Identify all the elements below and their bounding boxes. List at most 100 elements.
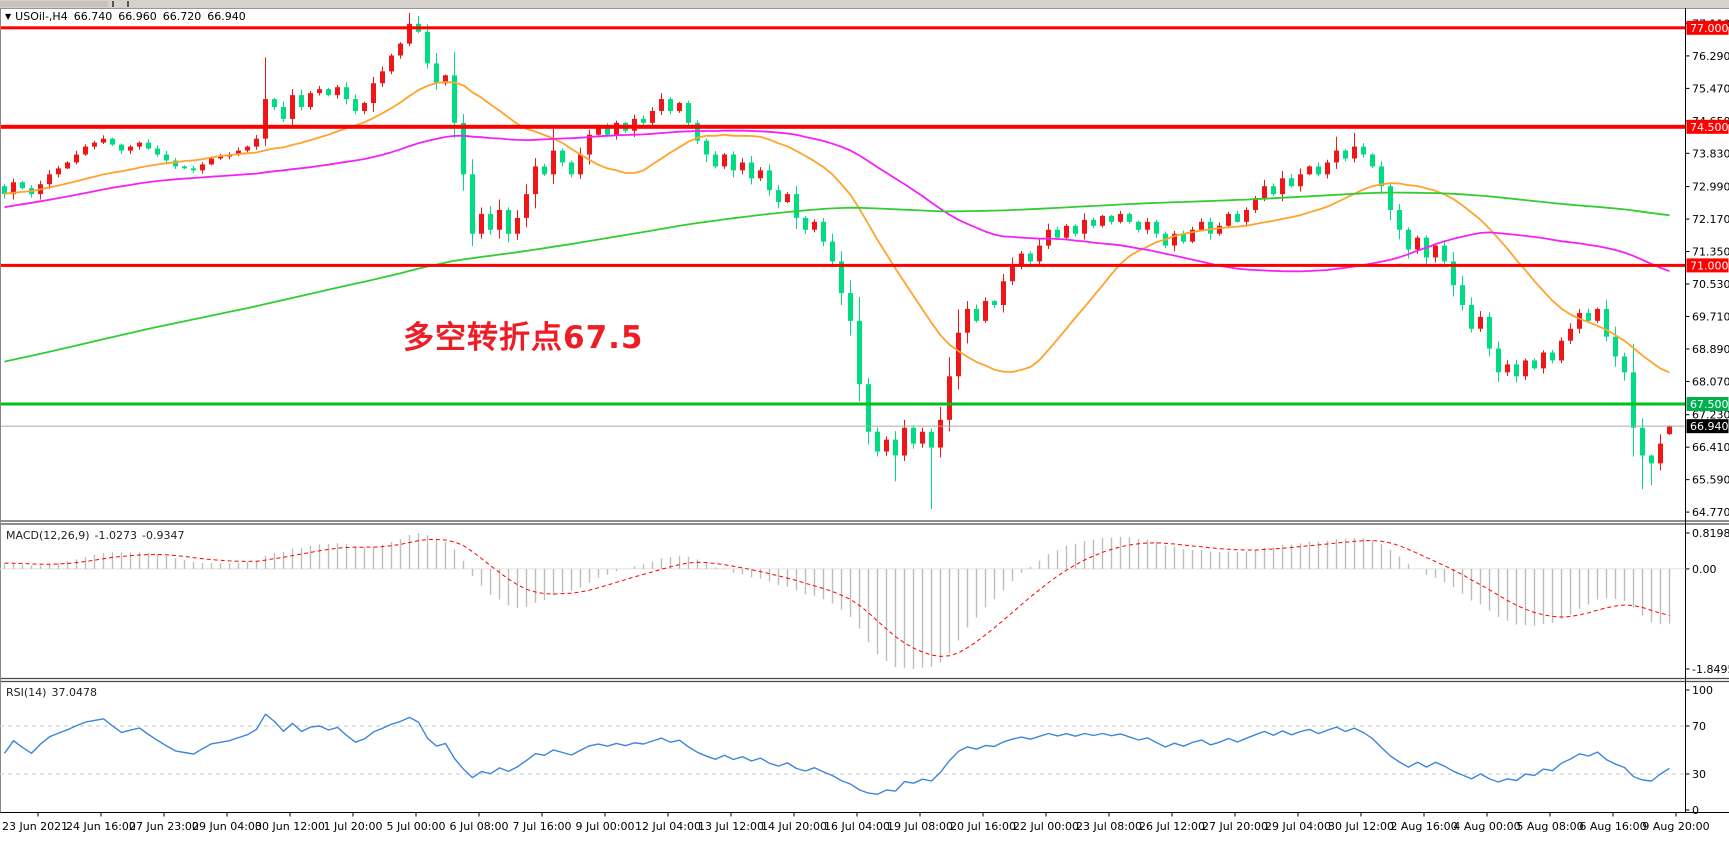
- candle: [20, 180, 25, 190]
- candle: [1388, 182, 1393, 220]
- candle: [560, 148, 565, 167]
- candle: [704, 138, 709, 163]
- price-tick: 75.470: [1692, 82, 1729, 95]
- candle: [1352, 132, 1357, 163]
- symbol-dropdown-icon[interactable]: ▼: [5, 12, 12, 21]
- current-price-badge[interactable]: 66.940: [1686, 419, 1729, 434]
- date-label: 6 Jul 08:00: [450, 820, 509, 833]
- svg-text:74.500: 74.500: [1690, 121, 1729, 134]
- candle: [191, 166, 196, 174]
- candle: [1127, 212, 1132, 224]
- scrollbar-thumb[interactable]: [0, 1, 108, 7]
- candle: [1334, 136, 1339, 169]
- candle: [893, 431, 898, 482]
- candle: [263, 57, 268, 146]
- date-label: 5 Aug 08:00: [1516, 820, 1583, 833]
- candle: [812, 219, 817, 233]
- date-label: 7 Jul 16:00: [513, 820, 572, 833]
- candle: [677, 101, 682, 113]
- candle: [65, 161, 70, 170]
- candle: [1145, 217, 1150, 235]
- ohlc-low: 66.720: [162, 10, 202, 23]
- candle: [1505, 360, 1510, 376]
- rsi-panel: 100 70 30 0: [0, 684, 1713, 817]
- chart-text-annotation[interactable]: 多空转折点67.5: [403, 320, 644, 356]
- level-badge-support-67_5[interactable]: 67.500: [1686, 397, 1729, 411]
- candle: [1082, 213, 1087, 240]
- candle: [1451, 252, 1456, 297]
- candle: [110, 137, 115, 147]
- macd-signal-value: -0.9347: [142, 529, 185, 542]
- candle: [92, 140, 97, 150]
- level-badge-resistance-77[interactable]: 77.000: [1686, 20, 1729, 35]
- candle: [1649, 454, 1654, 486]
- candle: [290, 88, 295, 127]
- candle: [245, 145, 250, 153]
- candle: [956, 309, 961, 390]
- date-label: 1 Jul 20:00: [324, 820, 383, 833]
- candle: [1271, 183, 1276, 196]
- date-label: 4 Aug 00:00: [1453, 820, 1520, 833]
- candle: [335, 85, 340, 99]
- price-tick: 69.710: [1692, 310, 1729, 323]
- candle: [371, 76, 376, 113]
- candle: [1055, 226, 1060, 241]
- candle: [1289, 174, 1294, 188]
- macd-tick: -1.8495: [1692, 663, 1729, 676]
- price-tick: 71.350: [1692, 246, 1729, 259]
- candle: [362, 101, 367, 115]
- candle: [920, 427, 925, 448]
- candle: [218, 153, 223, 160]
- price-tick: 67.230: [1692, 409, 1729, 422]
- candle: [1325, 159, 1330, 179]
- svg-text:67.500: 67.500: [1690, 398, 1729, 411]
- candle: [1586, 308, 1591, 323]
- candle: [164, 151, 169, 164]
- candle: [344, 82, 349, 105]
- candle: [758, 167, 763, 181]
- candle: [749, 155, 754, 185]
- candle: [1631, 343, 1636, 457]
- candle: [1118, 210, 1123, 224]
- candle: [587, 129, 592, 165]
- candle: [614, 120, 619, 140]
- panel-borders: [0, 8, 1729, 813]
- hline-resistance-77[interactable]: [0, 26, 1685, 30]
- level-badge-resistance-74_5[interactable]: 74.500: [1686, 119, 1729, 134]
- rsi-line: [3, 713, 1670, 795]
- hline-resistance-74_5[interactable]: [0, 124, 1685, 129]
- candle: [47, 170, 52, 189]
- hline-support-67_5[interactable]: [0, 402, 1685, 406]
- candle: [542, 163, 547, 176]
- macd-main-value: -1.0273: [94, 529, 138, 542]
- candle: [803, 215, 808, 234]
- macd-name: MACD(12,26,9): [6, 529, 90, 542]
- candle: [1190, 226, 1195, 244]
- candle: [938, 406, 943, 458]
- candle: [1541, 350, 1546, 374]
- candle: [1001, 273, 1006, 313]
- candle: [1514, 360, 1519, 383]
- candle: [1073, 224, 1078, 237]
- rsi-tick: 0: [1692, 804, 1699, 817]
- candle: [254, 135, 259, 150]
- candle: [1442, 240, 1447, 266]
- candle: [74, 150, 79, 165]
- rsi-name: RSI(14): [6, 686, 47, 699]
- date-label: 16 Jul 04:00: [824, 820, 890, 833]
- candle: [1568, 323, 1573, 345]
- date-label: 29 Jul 04:00: [1265, 820, 1331, 833]
- level-badge-level-71[interactable]: 71.000: [1686, 258, 1729, 273]
- macd-tick: 0.8198: [1692, 527, 1729, 540]
- candle: [785, 192, 790, 204]
- candle: [875, 427, 880, 457]
- hline-level-71[interactable]: [0, 263, 1685, 267]
- date-label: 29 Jun 04:00: [192, 820, 262, 833]
- candle: [1172, 230, 1177, 252]
- price-tick: 65.590: [1692, 474, 1729, 487]
- date-label: 23 Jun 2021: [2, 820, 68, 833]
- candle: [1478, 311, 1483, 332]
- top-scrollbar[interactable]: [0, 0, 1729, 9]
- candle: [1046, 223, 1051, 249]
